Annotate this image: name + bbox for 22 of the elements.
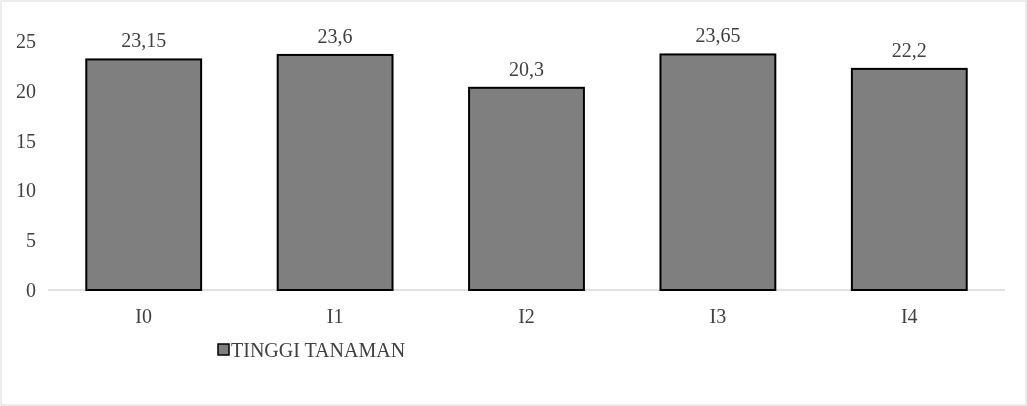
x-tick-label: I1 (326, 305, 344, 327)
data-label: 20,3 (509, 57, 544, 80)
legend-label: TINGGI TANAMAN (231, 339, 406, 361)
bar (850, 67, 968, 291)
data-label: 22,2 (891, 38, 927, 61)
data-label: 23,6 (317, 24, 353, 47)
x-tick-label: I3 (709, 305, 727, 327)
y-tick-label: 15 (16, 129, 36, 152)
bar (85, 58, 203, 291)
x-tick-label: I4 (900, 305, 918, 327)
bar (659, 53, 777, 291)
data-label: 23,15 (121, 29, 167, 52)
x-tick-label: I0 (135, 305, 153, 327)
bar (276, 53, 394, 291)
y-tick-label: 5 (26, 229, 36, 252)
y-tick-label: 20 (16, 79, 36, 102)
y-tick-label: 0 (26, 279, 36, 301)
y-tick-label: 25 (16, 30, 36, 52)
bar (468, 86, 585, 291)
x-tick-label: I2 (518, 305, 535, 327)
data-label: 23,65 (695, 24, 741, 47)
y-tick-label: 10 (16, 179, 36, 202)
